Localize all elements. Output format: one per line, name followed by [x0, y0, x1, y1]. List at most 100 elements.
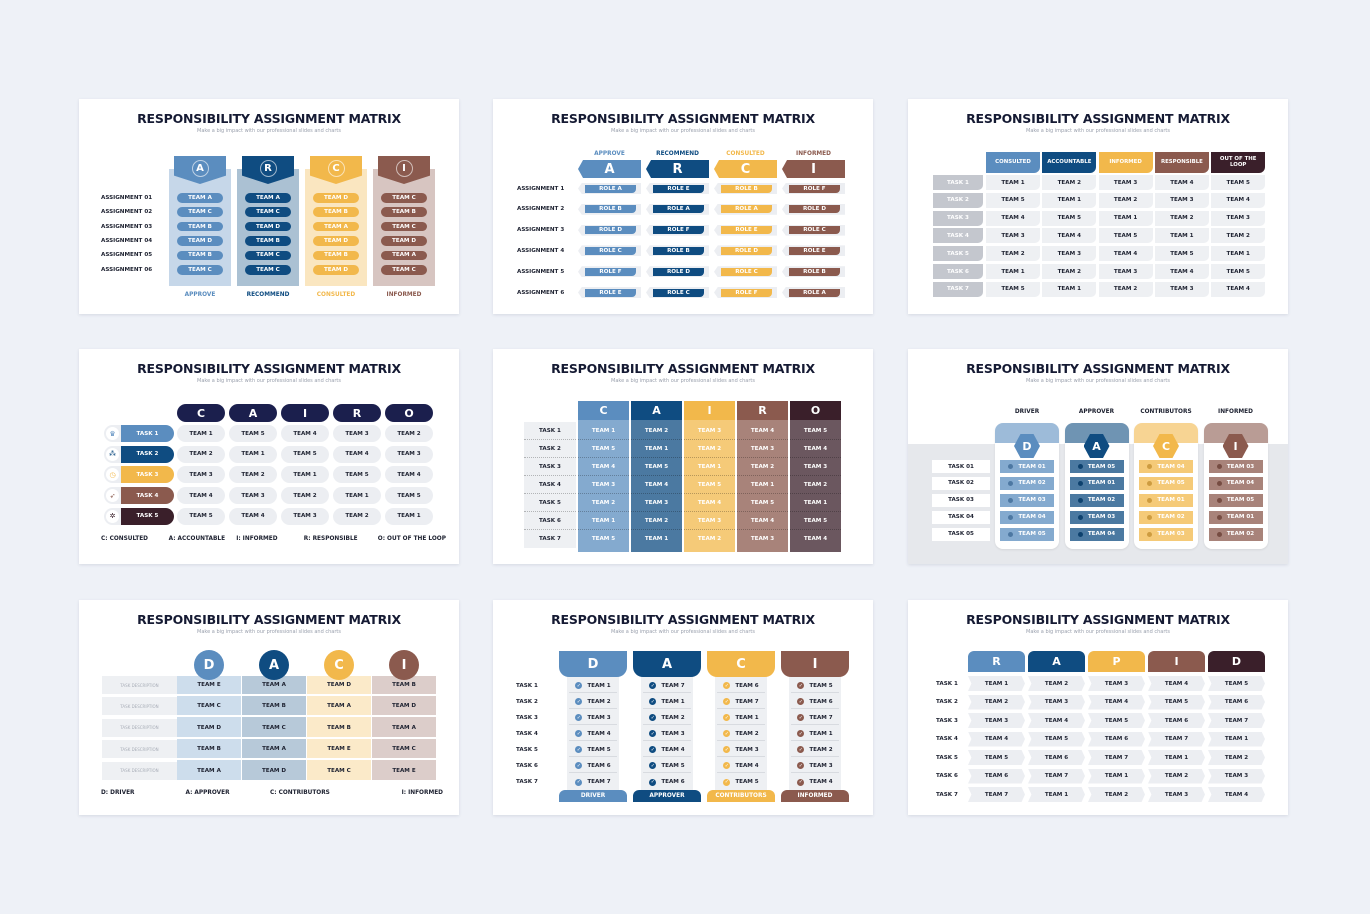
- column-header[interactable]: O: [385, 404, 433, 422]
- matrix-cell[interactable]: TEAM 1: [333, 487, 381, 505]
- matrix-cell[interactable]: ✓ TEAM 7: [791, 711, 839, 725]
- matrix-cell[interactable]: TEAM 7: [1028, 768, 1085, 784]
- matrix-cell[interactable]: TEAM 2: [1211, 228, 1266, 244]
- matrix-cell[interactable]: TEAM 5: [1211, 175, 1266, 190]
- matrix-cell[interactable]: TEAM 4: [578, 458, 629, 476]
- matrix-cell[interactable]: TEAM B: [245, 236, 291, 246]
- matrix-cell[interactable]: TEAM 04: [1139, 460, 1193, 473]
- slide-4[interactable]: RESPONSIBILITY ASSIGNMENT MATRIX Make a b…: [79, 349, 459, 564]
- matrix-cell[interactable]: TEAM 2: [1088, 787, 1145, 802]
- column-header[interactable]: I: [389, 650, 419, 680]
- column-header[interactable]: D: [559, 651, 627, 677]
- matrix-cell[interactable]: TEAM B: [242, 697, 306, 718]
- matrix-cell[interactable]: TEAM A: [177, 193, 223, 203]
- matrix-cell[interactable]: TEAM 2: [684, 440, 735, 458]
- matrix-cell[interactable]: TEAM 04: [1069, 527, 1124, 541]
- column-header[interactable]: A: [631, 401, 682, 420]
- matrix-cell[interactable]: TEAM 5: [737, 494, 788, 512]
- matrix-cell[interactable]: ✓ TEAM 6: [791, 695, 839, 709]
- slide-5[interactable]: RESPONSIBILITY ASSIGNMENT MATRIX Make a b…: [493, 349, 873, 564]
- matrix-cell[interactable]: ROLE D: [714, 245, 777, 257]
- matrix-cell[interactable]: ROLE C: [782, 224, 845, 236]
- matrix-cell[interactable]: TEAM C: [177, 265, 223, 275]
- matrix-cell[interactable]: TEAM 1: [281, 466, 329, 484]
- slide-1[interactable]: RESPONSIBILITY ASSIGNMENT MATRIX Make a b…: [79, 99, 459, 314]
- column-header[interactable]: C: [707, 651, 775, 677]
- column-header[interactable]: OUT OF THE LOOP: [1211, 152, 1266, 173]
- matrix-cell[interactable]: TEAM 4: [1154, 264, 1209, 279]
- task-row-label[interactable]: ♛ TASK 1: [104, 425, 174, 442]
- matrix-cell[interactable]: TEAM 2: [968, 694, 1025, 710]
- matrix-cell[interactable]: ✓ TEAM 6: [717, 679, 765, 693]
- matrix-cell[interactable]: ✓ TEAM 4: [569, 727, 617, 741]
- matrix-cell[interactable]: TEAM 3: [790, 458, 841, 476]
- task-row-label[interactable]: ✲ TASK 5: [104, 507, 174, 525]
- matrix-cell[interactable]: TEAM 1: [737, 476, 788, 494]
- matrix-cell[interactable]: ✓ TEAM 2: [791, 743, 839, 757]
- column-header[interactable]: CONSULTED: [986, 152, 1040, 173]
- matrix-cell[interactable]: ROLE A: [646, 203, 709, 215]
- column-header[interactable]: I: [281, 404, 329, 422]
- column-header[interactable]: D: [194, 650, 224, 680]
- matrix-cell[interactable]: TEAM B: [372, 676, 436, 696]
- matrix-cell[interactable]: TEAM 6: [968, 768, 1025, 784]
- matrix-cell[interactable]: TEAM 01: [1208, 510, 1263, 524]
- matrix-cell[interactable]: ✓ TEAM 4: [643, 743, 691, 757]
- matrix-cell[interactable]: TEAM 3: [1088, 676, 1145, 691]
- matrix-cell[interactable]: TEAM E: [307, 740, 371, 761]
- column-header[interactable]: A: [1028, 651, 1085, 672]
- matrix-cell[interactable]: TEAM C: [245, 250, 291, 261]
- matrix-cell[interactable]: ✓ TEAM 7: [643, 679, 691, 693]
- matrix-cell[interactable]: TEAM 3: [737, 440, 788, 458]
- matrix-cell[interactable]: TEAM C: [381, 265, 427, 275]
- matrix-cell[interactable]: TEAM D: [313, 236, 359, 246]
- matrix-cell[interactable]: TEAM C: [381, 221, 427, 232]
- matrix-cell[interactable]: TEAM 4: [333, 445, 381, 463]
- matrix-cell[interactable]: TEAM 2: [229, 466, 277, 484]
- matrix-cell[interactable]: ✓ TEAM 6: [569, 759, 617, 773]
- matrix-cell[interactable]: TEAM E: [177, 676, 241, 696]
- matrix-cell[interactable]: ✓ TEAM 2: [717, 727, 765, 741]
- matrix-cell[interactable]: TEAM 1: [1042, 192, 1097, 208]
- matrix-cell[interactable]: ✓ TEAM 1: [643, 695, 691, 709]
- matrix-cell[interactable]: ROLE C: [578, 245, 641, 257]
- matrix-cell[interactable]: TEAM 4: [968, 731, 1025, 747]
- matrix-cell[interactable]: ✓ TEAM 5: [643, 759, 691, 773]
- matrix-cell[interactable]: TEAM 01: [1069, 476, 1124, 490]
- matrix-cell[interactable]: ✓ TEAM 1: [569, 679, 617, 693]
- matrix-cell[interactable]: TEAM 3: [684, 422, 735, 440]
- matrix-cell[interactable]: TEAM 3: [1042, 246, 1097, 262]
- matrix-cell[interactable]: TEAM 5: [578, 530, 629, 548]
- matrix-cell[interactable]: TEAM 05: [1208, 493, 1263, 507]
- matrix-cell[interactable]: TEAM 2: [1042, 264, 1097, 279]
- matrix-cell[interactable]: TEAM 4: [684, 494, 735, 512]
- matrix-cell[interactable]: TEAM 03: [1139, 527, 1193, 541]
- matrix-cell[interactable]: TEAM 04: [1000, 510, 1054, 524]
- matrix-cell[interactable]: TEAM D: [313, 193, 359, 203]
- matrix-cell[interactable]: TEAM 5: [1154, 246, 1209, 262]
- column-header[interactable]: [1134, 423, 1198, 443]
- matrix-cell[interactable]: TEAM 5: [790, 422, 841, 440]
- matrix-cell[interactable]: ROLE F: [646, 224, 709, 236]
- matrix-cell[interactable]: ROLE B: [578, 203, 641, 215]
- matrix-cell[interactable]: ✓ TEAM 5: [569, 743, 617, 757]
- slide-9[interactable]: RESPONSIBILITY ASSIGNMENT MATRIX Make a b…: [908, 600, 1288, 815]
- column-header[interactable]: [995, 423, 1059, 443]
- matrix-cell[interactable]: TEAM 03: [1000, 493, 1054, 507]
- matrix-cell[interactable]: TEAM 2: [1042, 175, 1097, 190]
- matrix-cell[interactable]: TEAM 5: [281, 445, 329, 463]
- matrix-cell[interactable]: TEAM 1: [1211, 246, 1266, 262]
- matrix-cell[interactable]: TEAM 2: [1028, 676, 1085, 691]
- matrix-cell[interactable]: TEAM 4: [1211, 192, 1266, 208]
- column-header[interactable]: [1064, 423, 1129, 443]
- matrix-cell[interactable]: TEAM 2: [1148, 768, 1205, 784]
- matrix-cell[interactable]: TEAM 1: [1028, 787, 1085, 802]
- matrix-cell[interactable]: TEAM 2: [737, 458, 788, 476]
- matrix-cell[interactable]: ✓ TEAM 4: [717, 759, 765, 773]
- matrix-cell[interactable]: TEAM 4: [1208, 787, 1265, 802]
- matrix-cell[interactable]: TEAM 5: [986, 192, 1040, 208]
- matrix-cell[interactable]: TEAM 3: [1208, 768, 1265, 784]
- matrix-cell[interactable]: ✓ TEAM 3: [791, 759, 839, 773]
- column-header[interactable]: R: [646, 160, 709, 178]
- matrix-cell[interactable]: TEAM 03: [1069, 510, 1124, 524]
